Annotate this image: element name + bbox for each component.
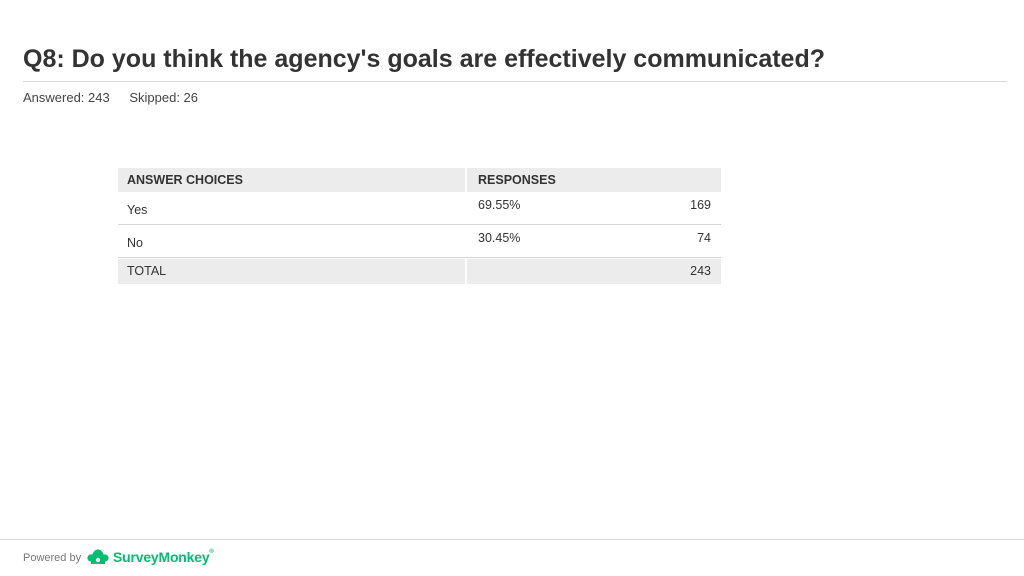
surveymonkey-logo-icon	[86, 548, 110, 566]
response-cell: 30.45% 74	[467, 225, 721, 257]
response-percent: 69.55%	[478, 198, 521, 212]
response-stats: Answered: 243 Skipped: 26	[23, 90, 198, 105]
skipped-count: Skipped: 26	[129, 90, 199, 105]
powered-by-text: Powered by	[23, 552, 82, 564]
total-cell: 243	[467, 259, 721, 284]
surveymonkey-logo: SurveyMonkey®	[86, 548, 214, 566]
response-count: 169	[690, 198, 711, 212]
brand-name: SurveyMonkey®	[113, 549, 214, 565]
brand-name-text: SurveyMonkey	[113, 549, 210, 565]
question-title: Q8: Do you think the agency's goals are …	[23, 45, 826, 73]
choice-label: No	[127, 236, 143, 250]
table-header-row: ANSWER CHOICES RESPONSES	[118, 168, 721, 192]
header-answer-choices: ANSWER CHOICES	[118, 168, 465, 192]
header-responses: RESPONSES	[467, 168, 721, 192]
total-count: 243	[690, 264, 711, 278]
choice-label: Yes	[127, 203, 148, 217]
answered-count: Answered: 243	[23, 90, 110, 105]
table-row: No 30.45% 74	[118, 225, 721, 258]
response-percent: 30.45%	[478, 231, 521, 245]
total-label: TOTAL	[118, 259, 465, 284]
title-divider	[23, 81, 1007, 82]
table-row: Yes 69.55% 169	[118, 192, 721, 225]
table-total-row: TOTAL 243	[118, 259, 721, 284]
response-count: 74	[697, 231, 711, 245]
response-cell: 69.55% 169	[467, 192, 721, 224]
answer-table: ANSWER CHOICES RESPONSES Yes 69.55% 169 …	[118, 168, 721, 284]
brand-trademark: ®	[209, 549, 214, 555]
footer-divider	[0, 539, 1024, 540]
